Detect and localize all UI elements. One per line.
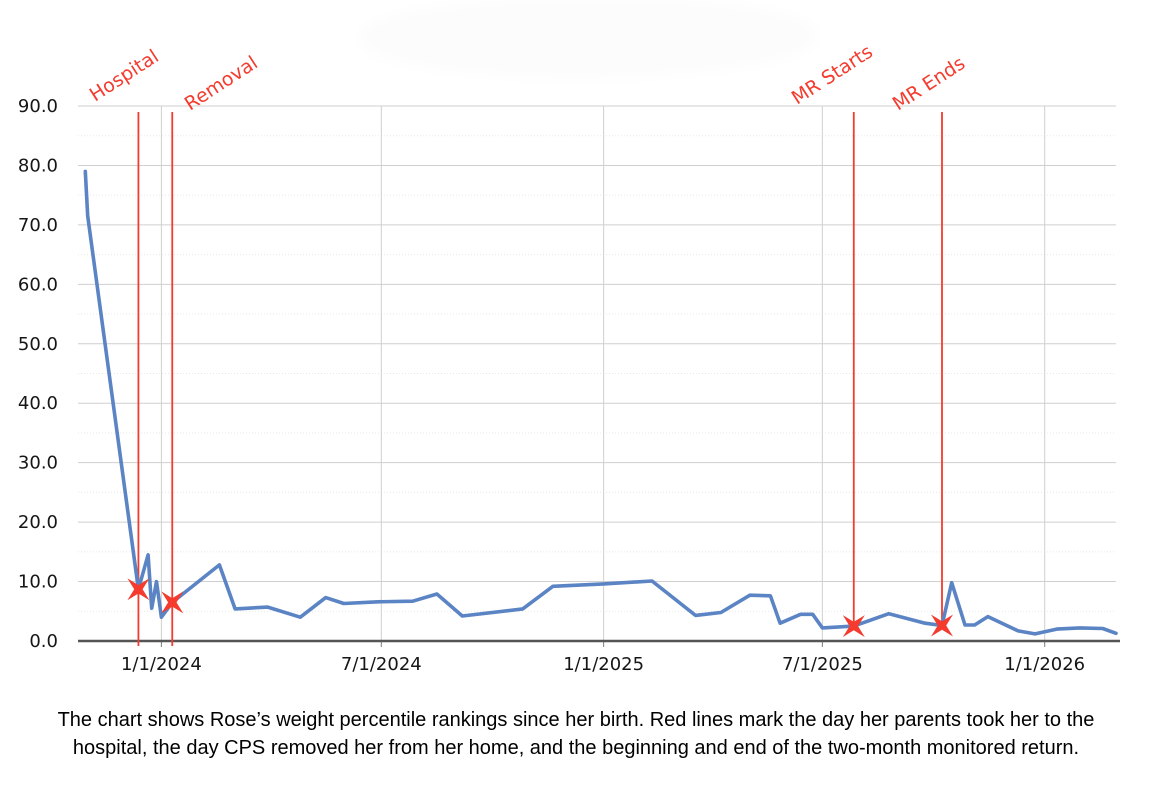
redacted-title-blob — [368, 8, 808, 68]
y-axis-label: 50.0 — [18, 334, 58, 355]
y-axis-label: 40.0 — [18, 393, 58, 414]
chart-caption: The chart shows Rose’s weight percentile… — [0, 706, 1152, 762]
y-axis-label: 80.0 — [18, 155, 58, 176]
x-marker-hospital — [127, 578, 150, 601]
y-axis-label: 0.0 — [29, 631, 58, 652]
y-axis-label: 90.0 — [18, 96, 58, 117]
x-marker-removal — [161, 591, 184, 614]
y-gridlines-major — [78, 105, 1116, 583]
x-gridlines — [160, 106, 1046, 641]
y-axis-label: 30.0 — [18, 453, 58, 474]
x-axis-label: 1/1/2024 — [121, 654, 202, 675]
y-axis-label: 20.0 — [18, 512, 58, 533]
y-axis-label: 60.0 — [18, 274, 58, 295]
event-label-hospital: Hospital — [86, 46, 163, 107]
event-label-mr-starts: MR Starts — [788, 41, 877, 110]
x-marker-mr-starts — [842, 615, 865, 638]
x-axis-labels: 1/1/2024 7/1/2024 1/1/2025 7/1/2025 1/1/2026 — [121, 654, 1085, 675]
x-axis-label: 7/1/2025 — [782, 654, 863, 675]
y-axis-labels: 0.0 10.0 20.0 30.0 40.0 50.0 60.0 70.0 80.0 90.0 — [18, 96, 58, 652]
x-axis-label: 1/1/2025 — [563, 654, 644, 675]
y-axis-label: 10.0 — [18, 572, 58, 593]
event-lines — [137, 112, 943, 646]
x-axis-label: 7/1/2024 — [341, 654, 422, 675]
x-marker-mr-ends — [931, 614, 953, 637]
caption-line-2: hospital, the day CPS removed her from h… — [72, 737, 1080, 759]
weight-percentile-chart: 1/1/2024 7/1/2024 1/1/2025 7/1/2025 1/1/2026… — [18, 41, 1120, 675]
y-axis-label: 70.0 — [18, 215, 58, 236]
event-markers — [127, 578, 953, 638]
caption-line-1: The chart shows Rose’s weight percentile… — [57, 709, 1095, 731]
y-gridlines-minor — [78, 135, 1116, 612]
x-axis-label: 1/1/2026 — [1004, 654, 1085, 675]
series-line — [83, 169, 1118, 636]
event-labels: Hospital Removal MR Starts MR Ends — [86, 41, 969, 116]
